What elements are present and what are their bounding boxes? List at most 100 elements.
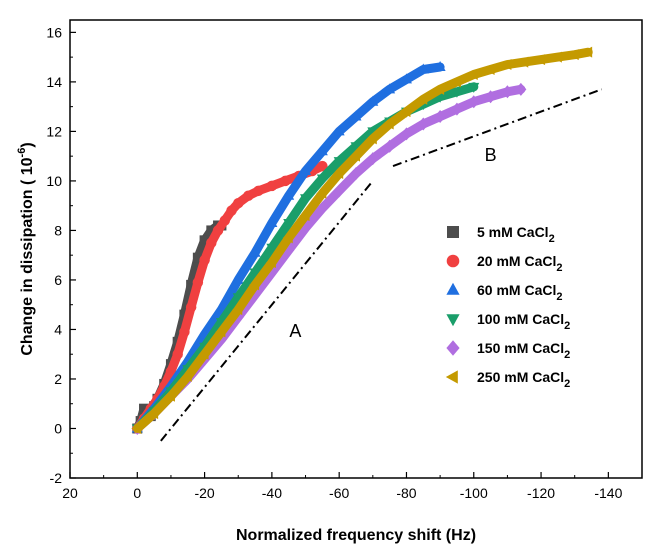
data-point	[535, 54, 546, 66]
legend-label: 250 mM CaCl2	[477, 369, 570, 390]
data-point	[434, 110, 446, 124]
legend-label: 5 mM CaCl2	[477, 224, 555, 245]
x-tick-label: 0	[133, 485, 141, 501]
data-point	[367, 127, 379, 138]
data-point	[501, 59, 512, 71]
series-6	[131, 46, 593, 434]
legend-label: 150 mM CaCl2	[477, 340, 570, 361]
annotation-b: B	[485, 145, 497, 165]
data-point	[551, 51, 562, 63]
x-tick-label: -40	[262, 485, 282, 501]
data-point	[283, 219, 295, 230]
data-point	[300, 194, 312, 205]
data-point	[384, 83, 396, 94]
legend-marker	[447, 226, 459, 238]
data-point	[367, 152, 379, 166]
data-point	[283, 189, 295, 200]
legend-label: 60 mM CaCl2	[477, 282, 562, 303]
x-tick-label: -120	[527, 485, 555, 501]
data-point	[265, 257, 276, 269]
data-point	[199, 235, 210, 246]
data-point	[172, 348, 183, 360]
data-point	[226, 205, 237, 216]
data-point	[266, 243, 278, 254]
annotation-a: A	[289, 321, 301, 341]
data-point	[515, 82, 527, 96]
data-point	[568, 49, 579, 61]
data-point	[192, 277, 204, 288]
data-point	[316, 145, 328, 156]
legend-marker	[446, 254, 460, 268]
x-tick-label: -20	[194, 485, 214, 501]
data-point	[185, 301, 197, 313]
data-point	[434, 83, 445, 95]
data-point	[400, 106, 411, 118]
data-point	[367, 95, 379, 106]
legend-label: 20 mM CaCl2	[477, 253, 562, 274]
data-point	[192, 252, 203, 263]
series-band	[132, 47, 593, 433]
data-point	[384, 139, 396, 153]
data-point	[266, 217, 278, 228]
data-point	[450, 76, 461, 88]
reference-lines	[160, 88, 602, 442]
data-point	[417, 117, 429, 131]
y-tick-label: 10	[46, 173, 62, 189]
plot-frame	[69, 19, 643, 479]
data-point	[366, 133, 377, 145]
x-axis-title: Normalized frequency shift (Hz)	[236, 527, 476, 544]
y-tick-label: 4	[54, 321, 62, 337]
data-point	[333, 167, 344, 179]
reference-line-a	[160, 180, 374, 442]
data-point	[215, 318, 227, 329]
data-point	[181, 370, 192, 382]
y-tick-label: 6	[54, 272, 62, 288]
x-tick-label: -60	[329, 485, 349, 501]
x-tick-label: 20	[62, 485, 78, 501]
data-point	[148, 408, 159, 420]
data-point	[400, 127, 412, 141]
data-point	[249, 279, 260, 291]
data-point	[199, 254, 210, 266]
data-point	[266, 180, 278, 192]
data-point	[350, 150, 360, 162]
data-point	[300, 165, 312, 176]
legend: 5 mM CaCl2 20 mM CaCl2 60 mM CaCl2 100 mM C…	[445, 224, 570, 390]
data-point	[501, 85, 513, 99]
legend-marker	[446, 314, 460, 327]
data-point	[333, 157, 345, 168]
data-point	[317, 160, 328, 172]
data-point	[219, 215, 231, 226]
data-point	[316, 187, 327, 199]
data-point	[350, 166, 362, 180]
data-point	[253, 185, 264, 197]
data-point	[316, 174, 328, 185]
data-point	[451, 87, 463, 98]
data-point	[484, 64, 495, 76]
data-point	[582, 46, 593, 58]
data-point	[468, 82, 480, 93]
data-point	[179, 309, 190, 320]
data-point	[165, 366, 177, 377]
data-point	[232, 293, 244, 304]
data-point	[249, 268, 261, 279]
data-point	[400, 73, 412, 84]
legend-marker	[446, 282, 460, 295]
data-point	[206, 225, 217, 236]
data-point	[485, 90, 497, 104]
annotations: AB	[289, 145, 496, 341]
legend-marker	[445, 370, 458, 384]
data-point	[198, 348, 209, 360]
y-tick-label: 0	[54, 420, 62, 436]
series-5	[131, 82, 527, 435]
y-tick-label: 8	[54, 222, 62, 238]
data-point	[131, 422, 142, 434]
data-point	[434, 61, 446, 72]
data-point	[467, 68, 478, 80]
data-point	[518, 56, 529, 68]
data-point	[316, 201, 328, 215]
y-axis-title-suffix: )	[19, 142, 36, 147]
x-tick-label: -80	[396, 485, 416, 501]
data-point	[243, 190, 254, 202]
